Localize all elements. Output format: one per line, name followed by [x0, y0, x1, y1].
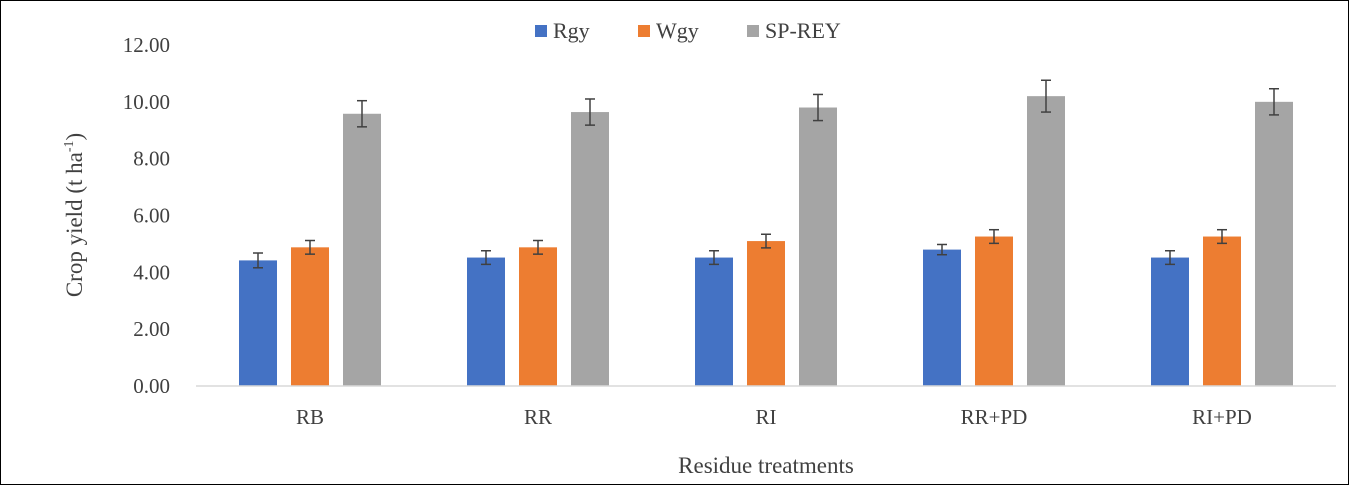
bar — [571, 112, 609, 387]
y-axis-title-main: Crop yield (t ha — [62, 152, 87, 297]
x-tick-label: RI — [756, 405, 777, 429]
y-axis-title-superscript: -1 — [62, 141, 77, 153]
x-tick-label: RI+PD — [1192, 405, 1252, 429]
y-axis-title-close: ) — [62, 133, 87, 141]
bar — [1203, 236, 1241, 386]
y-tick-label: 8.00 — [133, 147, 170, 171]
legend-label: SP-REY — [765, 18, 841, 43]
bar — [239, 260, 277, 386]
bar — [923, 249, 961, 386]
y-tick-label: 4.00 — [133, 260, 170, 284]
bar — [343, 113, 381, 386]
y-tick-label: 2.00 — [133, 317, 170, 341]
y-axis-title: Crop yield (t ha-1) — [62, 133, 87, 297]
legend-label: Rgy — [553, 18, 590, 43]
bar — [747, 241, 785, 386]
y-tick-label: 0.00 — [133, 374, 170, 398]
legend-label: Wgy — [656, 18, 699, 43]
bar — [975, 236, 1013, 386]
bar — [1255, 101, 1293, 386]
error-bars — [253, 79, 1279, 269]
legend-swatch — [535, 25, 547, 37]
y-axis-ticks: 0.00 2.00 4.00 6.00 8.00 10.00 12.00 — [123, 33, 170, 398]
bar — [799, 107, 837, 387]
x-axis-ticks: RB RR RI RR+PD RI+PD — [296, 405, 1252, 429]
legend-swatch — [747, 25, 759, 37]
x-tick-label: RB — [296, 405, 324, 429]
y-tick-label: 10.00 — [123, 90, 170, 114]
y-tick-label: 12.00 — [123, 33, 170, 57]
bar — [695, 257, 733, 386]
bar — [1027, 96, 1065, 387]
y-tick-label: 6.00 — [133, 204, 170, 228]
bars — [239, 96, 1293, 387]
bar — [467, 257, 505, 386]
bar — [291, 247, 329, 386]
x-axis-title: Residue treatments — [678, 453, 854, 478]
bar — [1151, 257, 1189, 386]
x-tick-label: RR — [524, 405, 552, 429]
bar — [519, 247, 557, 386]
x-tick-label: RR+PD — [961, 405, 1028, 429]
legend: Rgy Wgy SP-REY — [535, 18, 841, 43]
legend-swatch — [638, 25, 650, 37]
